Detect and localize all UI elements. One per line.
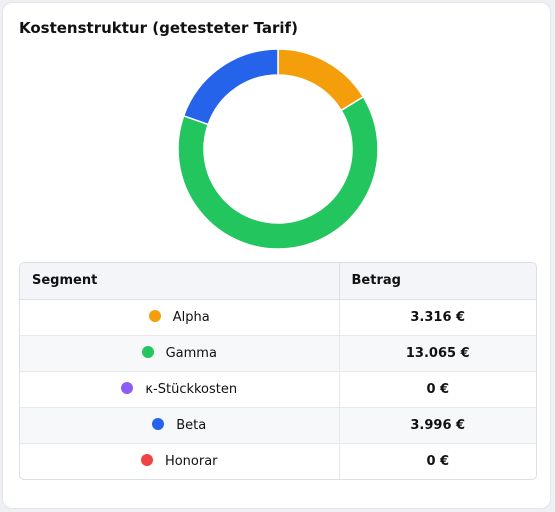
segment-cell: Honorar	[20, 442, 339, 479]
segment-label: Beta	[176, 417, 207, 433]
cost-table-grid: Segment Betrag Alpha 3.316 € Gamma 13.065 €…	[20, 263, 536, 479]
card-title: Kostenstruktur (getesteter Tarif)	[19, 19, 298, 37]
table-row: κ-Stückkosten 0 €	[20, 370, 536, 407]
header-segment: Segment	[20, 263, 339, 300]
donut-chart-svg	[177, 48, 379, 250]
amount-cell: 3.316 €	[338, 299, 536, 335]
legend-dot-icon	[152, 418, 165, 430]
amount-cell: 0 €	[338, 442, 536, 479]
table-row: Gamma 13.065 €	[20, 334, 536, 371]
donut-chart	[175, 46, 381, 252]
segment-cell: Beta	[20, 406, 339, 443]
segment-label: κ-Stückkosten	[145, 381, 238, 397]
cost-structure-card: Kostenstruktur (getesteter Tarif) Segmen…	[2, 2, 551, 509]
donut-slice-alpha	[277, 48, 365, 112]
header-amount: Betrag	[338, 263, 536, 300]
segment-label: Alpha	[172, 309, 210, 325]
segment-cell: Alpha	[20, 299, 339, 335]
segment-label: Honorar	[164, 453, 218, 469]
segment-cell: κ-Stückkosten	[20, 370, 339, 407]
table-row: Alpha 3.316 €	[20, 299, 536, 335]
amount-cell: 3.996 €	[338, 406, 536, 443]
legend-dot-icon	[140, 454, 153, 467]
cost-table: Segment Betrag Alpha 3.316 € Gamma 13.065 €…	[19, 262, 537, 480]
amount-cell: 0 €	[338, 370, 536, 407]
segment-label: Gamma	[165, 345, 217, 361]
donut-slice-gamma	[177, 95, 379, 250]
legend-dot-icon	[141, 346, 154, 358]
donut-slice-beta	[182, 48, 279, 126]
legend-dot-icon	[148, 310, 161, 322]
legend-dot-icon	[121, 382, 134, 394]
segment-cell: Gamma	[20, 334, 339, 371]
amount-cell: 13.065 €	[338, 334, 536, 371]
table-row: Beta 3.996 €	[20, 406, 536, 443]
table-header-row: Segment Betrag	[20, 263, 536, 300]
table-row: Honorar 0 €	[20, 442, 536, 479]
